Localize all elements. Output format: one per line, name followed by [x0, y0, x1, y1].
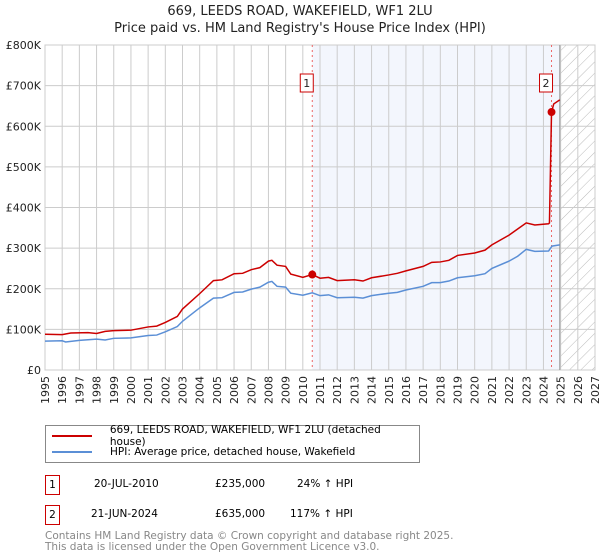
x-tick-label: 2026 [572, 376, 585, 404]
sale-hpi: 117% ↑ HPI [290, 508, 353, 520]
x-tick-label: 2023 [520, 376, 533, 404]
x-tick-label: 2004 [194, 376, 207, 404]
footer-line: This data is licensed under the Open Gov… [45, 541, 380, 553]
x-tick-label: 2012 [331, 376, 344, 404]
sale-date: 21-JUN-2024 [91, 508, 158, 520]
x-tick-label: 1996 [56, 376, 69, 404]
legend: 669, LEEDS ROAD, WAKEFIELD, WF1 2LU (det… [45, 424, 420, 463]
x-tick-label: 2008 [262, 376, 275, 404]
sale-label: 2 [543, 77, 550, 90]
x-tick-label: 2005 [211, 376, 224, 404]
x-tick-label: 2016 [400, 376, 413, 404]
x-tick-label: 2021 [486, 376, 499, 404]
x-tick-label: 2001 [142, 376, 155, 404]
x-tick-label: 1997 [73, 376, 86, 404]
y-tick-label: £200K [6, 283, 42, 296]
x-tick-label: 2022 [503, 376, 516, 404]
x-tick-label: 2018 [434, 376, 447, 404]
sale-point [547, 108, 556, 117]
y-tick-label: £400K [6, 202, 42, 215]
x-tick-label: 1999 [108, 376, 121, 404]
x-tick-label: 2010 [297, 376, 310, 404]
y-tick-label: £0 [27, 364, 41, 377]
plot-border [44, 44, 596, 371]
sale-price: £635,000 [215, 508, 266, 520]
x-tick-label: 1998 [91, 376, 104, 404]
y-tick-label: £800K [6, 39, 42, 52]
x-tick-label: 2020 [469, 376, 482, 404]
y-tick-label: £500K [6, 161, 42, 174]
legend-item-property: 669, LEEDS ROAD, WAKEFIELD, WF1 2LU (det… [46, 424, 419, 448]
chart-subtitle: Price paid vs. HM Land Registry's House … [114, 21, 486, 36]
x-tick-label: 2002 [159, 376, 172, 404]
y-tick-label: £100K [6, 323, 42, 336]
price-chart: 1995 1996 1997 1998 1999 2000 2001 2002 2003 2004… [6, 39, 600, 404]
x-tick-label: 2003 [177, 376, 190, 404]
x-tick-label: 2000 [125, 376, 138, 404]
x-tick-label: 2024 [537, 376, 550, 404]
x-tick-label: 2019 [452, 376, 465, 404]
sale-hpi: 24% ↑ HPI [297, 478, 354, 490]
sale-number: 2 [45, 505, 60, 525]
x-tick-label: 2025 [555, 376, 568, 404]
x-tick-label: 2009 [280, 376, 293, 404]
y-tick-label: £600K [6, 120, 42, 133]
legend-item-hpi: HPI: Average price, detached house, Wake… [46, 444, 355, 460]
sale-date: 20-JUL-2010 [94, 478, 159, 490]
x-tick-label: 2013 [348, 376, 361, 404]
sale-label: 1 [303, 77, 310, 90]
x-tick-label: 2014 [366, 376, 379, 404]
x-tick-label: 2006 [228, 376, 241, 404]
sale-price: £235,000 [215, 478, 266, 490]
x-tick-label: 1995 [39, 376, 52, 404]
sale-point [308, 270, 317, 279]
y-tick-label: £700K [6, 80, 42, 93]
sale-number: 1 [45, 475, 60, 495]
x-tick-label: 2015 [383, 376, 396, 404]
x-tick-label: 2017 [417, 376, 430, 404]
chart-title: 669, LEEDS ROAD, WAKEFIELD, WF1 2LU [167, 4, 433, 19]
legend-label: 669, LEEDS ROAD, WAKEFIELD, WF1 2LU (det… [109, 424, 381, 448]
y-tick-label: £300K [6, 242, 42, 255]
footer: Contains HM Land Registry data © Crown c… [45, 531, 453, 553]
series-line [44, 244, 560, 343]
x-tick-label: 2011 [314, 376, 327, 404]
x-tick-label: 2027 [589, 376, 600, 404]
legend-label: HPI: Average price, detached house, Wake… [110, 446, 356, 458]
sale-row: 2 21-JUN-2024 £635,000 117% ↑ HPI [45, 505, 565, 525]
footer-line: Contains HM Land Registry data © Crown c… [45, 530, 454, 542]
sale-label-box [299, 73, 314, 93]
sale-label-box [539, 73, 554, 93]
sale-row: 1 20-JUL-2010 £235,000 24% ↑ HPI [45, 475, 565, 495]
x-tick-label: 2007 [245, 376, 258, 404]
